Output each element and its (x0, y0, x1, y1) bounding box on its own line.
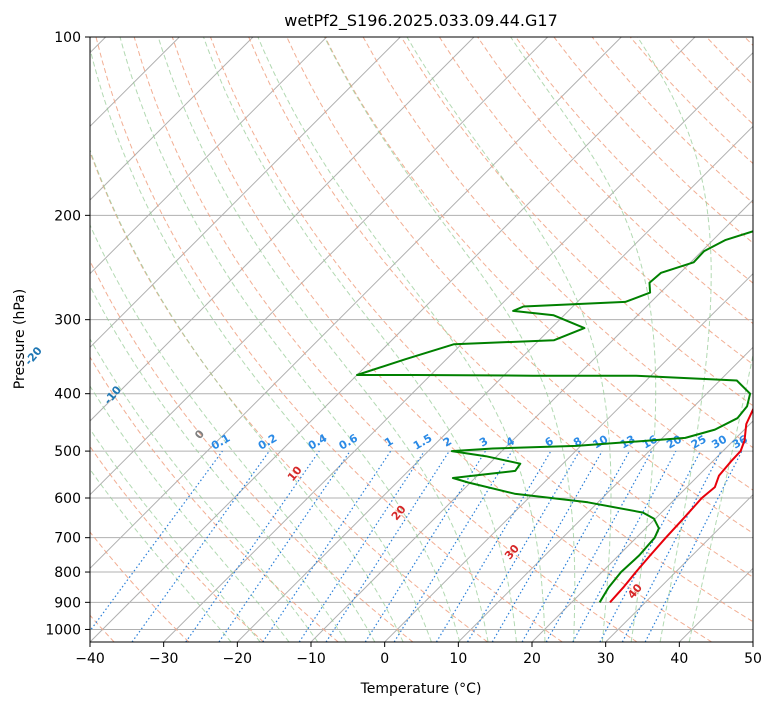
isotherm-line (90, 37, 696, 642)
y-tick-label: 700 (54, 531, 81, 547)
isotherm-line (605, 493, 753, 642)
dry-adiabat-line (133, 37, 638, 642)
y-tick-label: 800 (54, 565, 81, 581)
y-tick-label: 900 (54, 595, 81, 611)
moist-adiabat-line (90, 338, 319, 642)
isotherm-line (531, 420, 753, 642)
plot-frame (89, 36, 754, 643)
plot-area-background (90, 37, 753, 642)
isotherm-line (384, 272, 753, 642)
x-tick-label: 40 (670, 651, 688, 667)
y-tick-label: 100 (54, 30, 81, 46)
mixing-ratio-line (572, 450, 677, 642)
isotherm-line (90, 37, 254, 201)
dry-adiabat-line (90, 150, 488, 642)
mixing-ratio-lines (90, 450, 743, 642)
dewpoint-profile-line (356, 230, 753, 603)
mixing-ratio-line (185, 450, 320, 642)
y-tick-label: 300 (54, 313, 81, 329)
moist-adiabat-line (90, 428, 261, 642)
moist-adiabat-line (90, 49, 432, 642)
dry-adiabat-line (90, 259, 414, 642)
mixing-ratio-line (466, 450, 580, 642)
mixing-ratio-line (325, 450, 450, 642)
skewed-isotherms (90, 37, 753, 642)
profile-series (356, 230, 753, 603)
moist-adiabat-line (510, 37, 657, 642)
mixing-ratio-line (491, 450, 603, 642)
dry-adiabat-line (90, 356, 339, 642)
dry-adiabat-line (248, 37, 753, 578)
isotherm-line (457, 346, 753, 642)
moist-adiabat-line (157, 37, 489, 642)
mixing-ratio-line (435, 450, 552, 642)
x-tick-label: −20 (223, 651, 253, 667)
x-axis-title: Temperature (°C) (360, 681, 482, 697)
dry-adiabat-line (95, 37, 563, 642)
y-tick-label: 1000 (45, 622, 81, 638)
moist-adiabats (90, 37, 753, 642)
moist-adiabat-line (90, 285, 347, 642)
isotherm-line (90, 37, 328, 275)
y-tick-label: 200 (54, 208, 81, 224)
moist-adiabat-line (90, 468, 232, 642)
moist-adiabat-line (688, 352, 753, 642)
mixing-ratio-line (393, 450, 513, 642)
moist-adiabat-line (637, 37, 712, 642)
x-tick-label: −40 (75, 651, 105, 667)
dry-adiabat-line (400, 37, 753, 407)
mixing-ratio-line (364, 450, 486, 642)
dry-adiabat-line (515, 37, 753, 284)
mixing-ratio-line (218, 450, 351, 642)
y-tick-label: 500 (54, 444, 81, 460)
dry-adiabat-line (210, 37, 753, 623)
dry-adiabat-line (171, 37, 712, 642)
isotherm-line (752, 641, 753, 642)
y-tick-label: 600 (54, 491, 81, 507)
dry-adiabats (90, 37, 753, 642)
x-tick-label: 30 (597, 651, 615, 667)
isotherm-line (90, 37, 549, 496)
mixing-ratio-line (545, 450, 653, 642)
temperature-profile-line (609, 407, 753, 603)
dry-adiabat-line (90, 531, 190, 642)
dry-adiabat-line (324, 37, 753, 491)
mixing-ratio-line (521, 450, 631, 642)
moist-adiabat-line (90, 385, 290, 642)
x-tick-label: 50 (744, 651, 762, 667)
x-tick-label: 10 (449, 651, 467, 667)
moist-adiabat-line (203, 37, 517, 642)
moist-adiabat-line (323, 37, 576, 642)
x-tick-label: 20 (523, 651, 541, 667)
isotherm-line (163, 51, 753, 642)
isotherm-line (90, 37, 401, 349)
moist-adiabat-line (406, 37, 612, 642)
x-tick-label: −10 (296, 651, 326, 667)
isotherm-line (90, 37, 622, 570)
moist-adiabat-line (257, 37, 546, 642)
chart-title: wetPf2_S196.2025.033.09.44.G17 (284, 11, 558, 31)
x-tick-label: −30 (149, 651, 179, 667)
axes: −40 −30 −20 −10 0 10 20 30 40 50 100 200 300 400 500 60… (45, 30, 762, 667)
isotherm-line (90, 37, 475, 422)
dry-adiabat-line (90, 445, 264, 642)
y-axis-title: Pressure (hPa) (12, 289, 28, 389)
pressure-gridlines (90, 37, 753, 630)
x-tick-label: 0 (380, 651, 389, 667)
moist-adiabat-line (90, 148, 404, 642)
moist-adiabat-line (119, 37, 461, 642)
moist-adiabat-line (90, 223, 376, 642)
y-tick-label: 400 (54, 387, 81, 403)
isotherm-line (236, 125, 753, 642)
